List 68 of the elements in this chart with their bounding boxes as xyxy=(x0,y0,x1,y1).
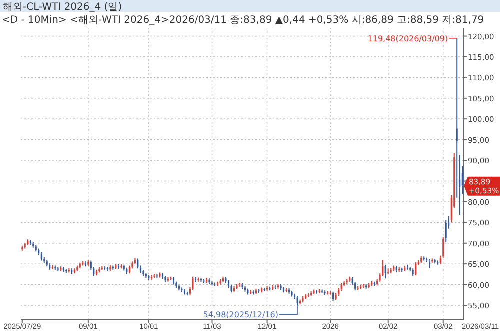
candlestick xyxy=(236,283,238,290)
candlestick xyxy=(162,272,164,280)
candlestick xyxy=(398,266,400,272)
candlestick xyxy=(84,261,86,268)
candlestick xyxy=(244,286,246,292)
candlestick xyxy=(404,266,406,272)
candlestick xyxy=(22,245,24,252)
candlestick xyxy=(346,278,348,284)
chart-title: 해외-CL-WTI 2026_4 (일) xyxy=(3,2,122,13)
candlestick xyxy=(338,288,340,296)
candlestick xyxy=(181,287,183,293)
candlestick xyxy=(54,265,56,271)
candlestick xyxy=(159,272,161,278)
candlestick xyxy=(214,282,216,287)
chart-subtitle: <D - 10Min> <해외-WTI 2026_4>2026/03/11 종:83,89 ▲0,44 +0,53% 시:86,89 고:88,59 저:81,79 xyxy=(2,15,484,26)
candlestick xyxy=(128,265,130,274)
candlestick xyxy=(76,265,78,272)
candlestick xyxy=(172,276,174,286)
candlestick xyxy=(71,268,73,275)
candlestick xyxy=(305,294,307,300)
candlestick xyxy=(164,276,166,283)
candlestick xyxy=(194,276,196,283)
candlestick xyxy=(98,266,100,274)
candlestick xyxy=(30,240,32,246)
candlestick xyxy=(115,264,117,270)
candlestick xyxy=(145,272,147,279)
candlestick xyxy=(74,268,76,274)
candlestick xyxy=(178,284,180,292)
candlestick xyxy=(420,256,422,264)
candlestick xyxy=(278,283,280,290)
candlestick xyxy=(68,268,70,274)
candlestick xyxy=(456,38,458,198)
candlestick xyxy=(242,283,244,290)
candlestick xyxy=(300,299,302,306)
candlestick xyxy=(349,276,351,282)
candlestick xyxy=(137,258,139,270)
candlestick xyxy=(291,290,293,298)
candlestick xyxy=(40,252,42,262)
candlestick xyxy=(150,274,152,280)
annotation: 54,98(2025/12/16) xyxy=(203,310,279,320)
candlestick xyxy=(222,276,224,283)
annotation: 119,48(2026/03/09) xyxy=(368,34,448,44)
candlestick xyxy=(261,287,263,294)
candlestick xyxy=(24,242,26,250)
candlestick xyxy=(206,278,208,284)
candlestick xyxy=(167,276,169,282)
candlestick xyxy=(132,261,134,270)
candlestick xyxy=(393,265,395,272)
candlestick xyxy=(390,268,392,274)
candlestick xyxy=(445,220,447,244)
candlestick xyxy=(272,284,274,291)
candlestick xyxy=(384,264,386,280)
candlestick xyxy=(412,268,414,277)
candlestick xyxy=(82,260,84,266)
candlestick xyxy=(228,280,230,289)
candlestick xyxy=(49,263,51,270)
candlestick xyxy=(252,290,254,296)
candlestick xyxy=(434,258,436,264)
candlestick xyxy=(220,278,222,286)
candlestick xyxy=(44,256,46,264)
candlestick xyxy=(324,290,326,296)
candlestick xyxy=(313,289,315,295)
candlestick xyxy=(310,290,312,297)
candlestick xyxy=(396,266,398,273)
candlestick xyxy=(233,286,235,293)
candlestick xyxy=(344,280,346,287)
candlestick xyxy=(256,288,258,295)
candlestick xyxy=(368,282,370,290)
